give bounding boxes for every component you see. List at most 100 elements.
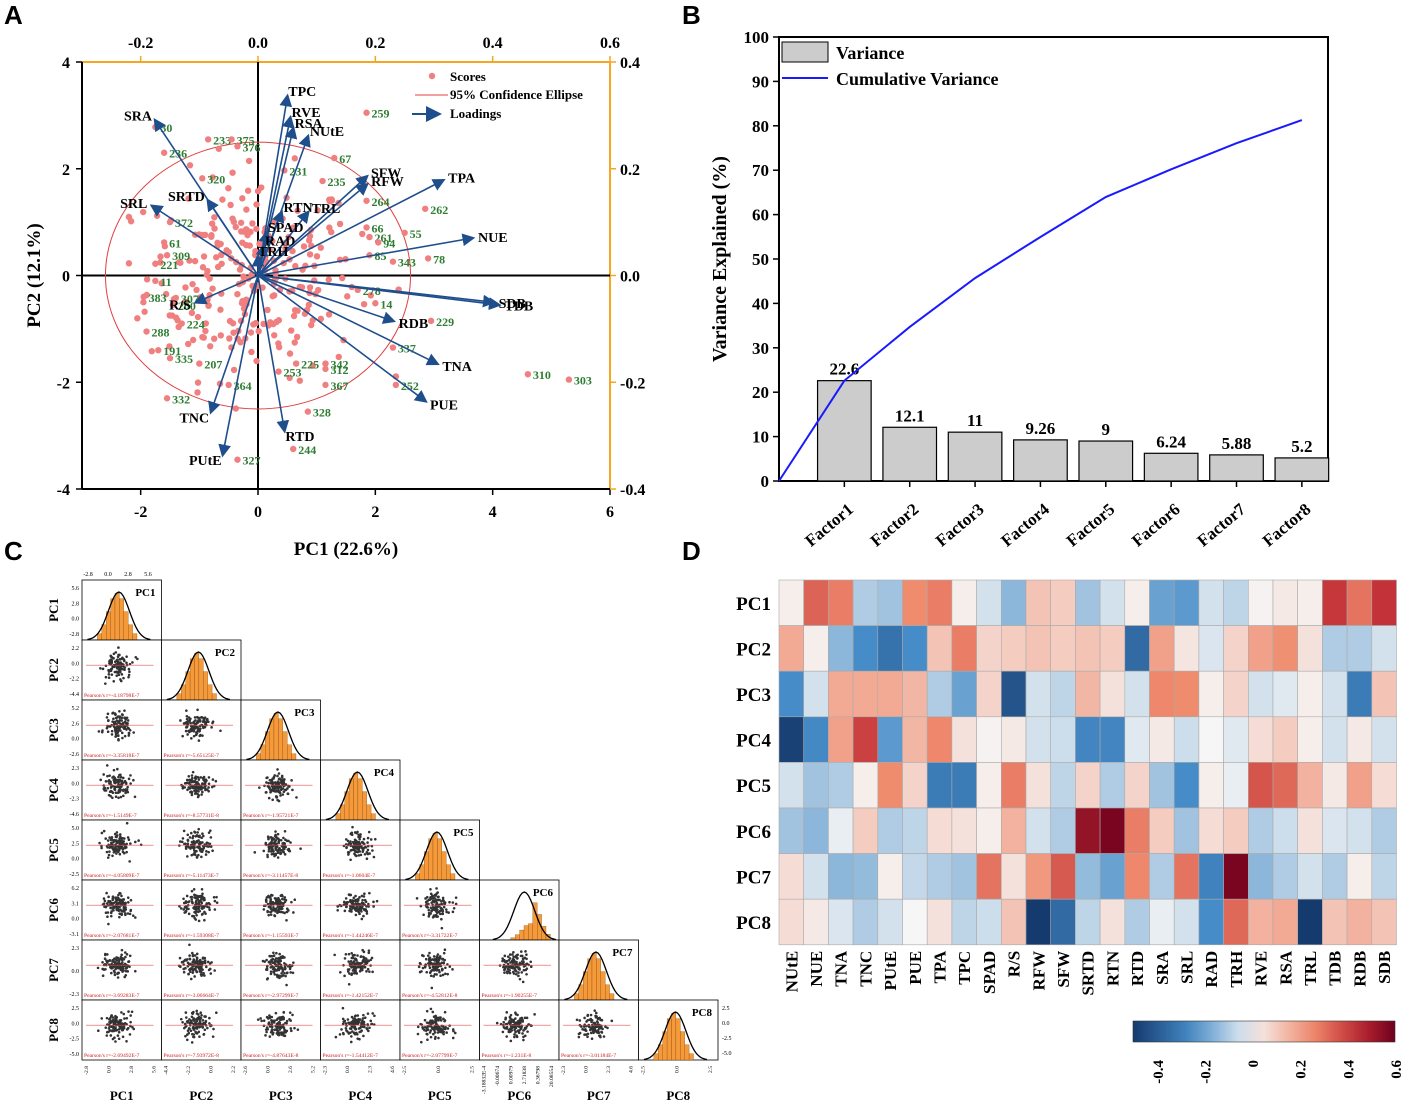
matrix-point [359,966,363,970]
heatmap-cell [1149,853,1175,900]
score-point-labeled [169,301,177,309]
matrix-point [213,908,217,911]
histogram-bar [605,984,610,1001]
matrix-point [201,962,204,965]
histogram-bar [688,1053,694,1061]
left-tick-label: 2.5 [72,841,80,847]
matrix-point [200,1013,203,1017]
matrix-point [126,719,130,722]
matrix-point [124,969,128,973]
matrix-point [348,964,352,967]
matrix-point [428,1031,432,1034]
heatmap-cell [1025,762,1052,809]
matrix-point [198,729,202,733]
matrix-point [193,784,196,788]
matrix-point [195,855,199,859]
top-tick-label: 0.2 [365,35,385,52]
matrix-point [110,790,114,793]
matrix-point [125,1016,129,1020]
legend-variance-label: Variance [836,43,904,63]
matrix-point [102,784,106,787]
matrix-point [292,961,295,964]
matrix-point [284,963,288,967]
heatmap-cell [1149,762,1175,809]
matrix-point [520,1016,524,1020]
score-label: 221 [160,258,178,272]
score-point-labeled [424,255,432,262]
matrix-point [109,966,112,969]
matrix-point [107,895,110,899]
heatmap-cell [877,625,903,672]
matrix-point [358,837,361,841]
matrix-point [189,1020,193,1023]
matrix-point [108,1029,112,1032]
matrix-point [509,1013,513,1017]
matrix-point [98,841,101,845]
score-point [143,276,151,283]
heatmap-cell [1248,898,1274,946]
matrix-point [519,950,523,953]
heatmap-row-label: PC6 [736,822,771,843]
matrix-point [276,780,280,784]
matrix-point [192,841,195,844]
score-point-labeled [363,197,370,204]
matrix-point [200,897,203,901]
matrix-point [362,841,365,845]
matrix-point [126,964,130,968]
matrix-point [268,1024,272,1027]
matrix-point [111,776,114,779]
matrix-point [107,853,111,857]
matrix-point [188,900,191,903]
left-tick-label: 5.2 [72,706,80,712]
score-point [247,329,255,336]
matrix-point [134,655,138,659]
score-point [215,145,223,152]
matrix-point [356,1014,360,1017]
bottom-tick-label: -2.6 [243,1066,249,1075]
heatmap-cell [1248,579,1274,626]
matrix-point [102,829,106,833]
heatmap-cell [1124,898,1150,946]
matrix-point [127,731,131,735]
matrix-point [118,716,122,720]
matrix-point [128,860,131,863]
category-label: Factor6 [1128,500,1184,551]
matrix-point [207,850,210,854]
bottom-tick-label: 0.0 [107,1066,113,1073]
variance-bar [1274,457,1330,482]
heatmap-cell [803,670,829,718]
heatmap-column-label: SFW [1054,951,1073,988]
matrix-point [277,962,281,966]
score-point [305,237,313,244]
matrix-point [276,782,279,786]
histogram-bar [291,753,297,761]
heatmap-column-label: NUE [807,951,826,987]
matrix-point [588,1018,591,1022]
score-point [326,196,333,203]
matrix-point [104,911,108,915]
colorbar-tick-label: 0.2 [1294,1060,1310,1079]
matrix-point [117,780,120,784]
heatmap-cell [877,579,903,626]
heatmap-cell [1025,579,1052,626]
matrix-point [367,949,371,952]
matrix-point [452,1029,455,1033]
category-label: Factor7 [1193,499,1249,550]
matrix-point [121,967,125,970]
bottom-tick-label: 0.0 [209,1066,215,1073]
score-point [217,240,224,248]
matrix-point [283,961,286,965]
matrix-point [123,709,126,712]
matrix-point [360,844,363,848]
heatmap-cell [1297,579,1323,626]
matrix-point [109,794,112,798]
matrix-point [128,912,132,916]
matrix-point [434,898,438,902]
matrix-point [432,969,436,972]
matrix-point [114,958,118,962]
heatmap-cell [1050,625,1076,672]
heatmap-cell [976,762,1002,809]
matrix-point [114,785,117,789]
heatmap-cell [951,762,977,809]
matrix-point [101,967,104,971]
